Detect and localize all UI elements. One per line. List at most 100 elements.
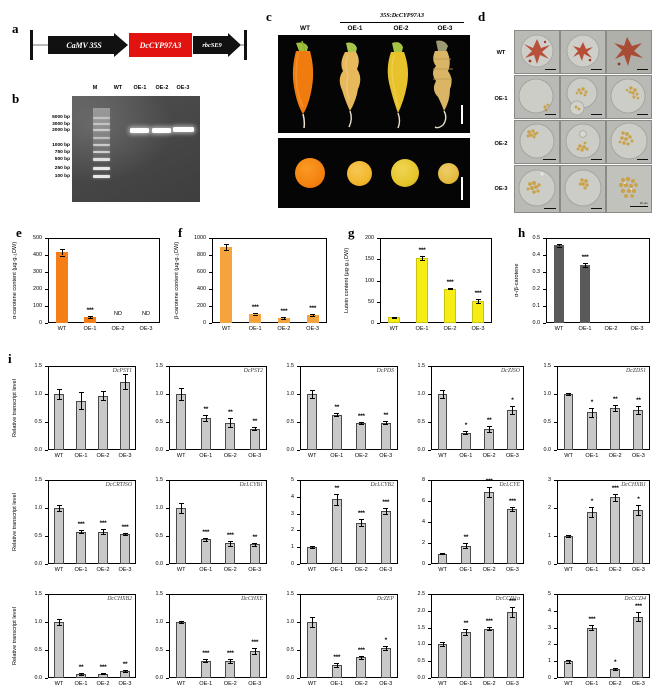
bar [380, 422, 391, 450]
error-bar-cap [447, 287, 453, 289]
bar [484, 428, 494, 450]
significance-marker: ** [252, 534, 258, 542]
y-tick-label: 50 [368, 298, 374, 305]
disc-oe1 [347, 161, 372, 186]
qpcr-chart-dclcyb1: DcLCYB1 0.0 0.5 1.0 1.5 WT *** OE-1 *** OE-2 ** OE-… [145, 472, 271, 580]
y-axis-title: Relative transcript level [12, 493, 18, 551]
y-tick-label: 200 [33, 286, 42, 292]
x-tick-label: OE-2 [608, 567, 622, 573]
bar [277, 317, 290, 323]
bar [356, 522, 367, 564]
x-tick-label: OE-2 [443, 326, 457, 332]
error-bar-cap [358, 424, 364, 426]
gene-name-label: DcCRTISO [105, 482, 132, 488]
construct-header-label: 35S:DcCYP97A3 [380, 12, 424, 19]
bar [437, 553, 448, 564]
x-tick-label: WT [176, 681, 186, 687]
y-tick-mark [166, 594, 169, 595]
y-tick-label: 0.0 [155, 561, 164, 567]
y-tick-label: 1.5 [34, 477, 43, 483]
error-bar [385, 508, 387, 515]
error-bar-cap [463, 547, 469, 549]
y-tick-label: 0.0 [532, 320, 541, 326]
error-bar-cap [358, 655, 364, 657]
error-bar-cap [486, 425, 492, 427]
y-tick-mark [428, 594, 431, 595]
error-bar-cap [59, 255, 65, 257]
y-tick-label: 1.5 [417, 363, 426, 369]
bar [586, 412, 597, 450]
x-tick-label: WT [554, 326, 564, 332]
y-tick-mark [166, 366, 169, 367]
error-bar-cap [635, 505, 641, 507]
y-tick-mark [297, 547, 300, 549]
bar [484, 492, 494, 564]
error-bar-cap [475, 299, 481, 301]
gel-electrophoresis: M WT OE-1 OE-2 OE-3 5000 bp 3000 bp 2000… [52, 85, 200, 202]
significance-marker: *** [508, 497, 516, 505]
y-tick-label: 0 [291, 561, 294, 567]
y-tick-mark [428, 522, 431, 523]
error-bar-cap [358, 422, 364, 423]
y-tick-label: 2 [422, 540, 425, 546]
micro-cell-wt-1 [514, 30, 560, 74]
y-tick-label: 0.1 [532, 303, 541, 309]
error-bar-cap [383, 514, 389, 516]
y-tick-label: 0.0 [155, 447, 164, 453]
error-bar-cap [310, 314, 316, 316]
y-tick-label: 0.0 [543, 447, 552, 453]
error-bar [59, 388, 60, 400]
y-tick-label: 1000 [194, 235, 206, 241]
micro-row-label-wt: WT [496, 50, 506, 56]
y-tick-label: 0 [203, 320, 206, 326]
error-bar-cap [100, 534, 106, 536]
y-tick-mark [554, 610, 557, 612]
y-tick-mark [209, 289, 212, 290]
bar [76, 400, 86, 450]
y-tick-mark [297, 394, 300, 395]
x-tick-label: OE-3 [631, 567, 645, 573]
x-tick-label: OE-2 [96, 567, 110, 573]
y-tick-mark [543, 289, 546, 290]
disc-oe2 [391, 159, 419, 187]
error-bar-cap [309, 548, 315, 550]
y-tick-mark [543, 255, 546, 256]
y-tick-mark [45, 678, 48, 679]
error-bar [591, 408, 593, 417]
bar [563, 536, 574, 564]
error-bar [591, 624, 593, 631]
x-tick-label: OE-3 [379, 453, 393, 459]
y-tick-mark [428, 627, 431, 629]
bar [507, 612, 518, 678]
y-tick-label: 0.3 [532, 269, 541, 275]
y-tick-label: 0.0 [155, 675, 164, 681]
gel-lane-label-wt: WT [113, 85, 123, 91]
error-bar-cap [252, 312, 258, 314]
x-tick-label: OE-2 [354, 453, 368, 459]
y-tick-label: 8 [422, 477, 425, 483]
y-tick-label: 0 [422, 561, 425, 567]
x-tick-label: OE-3 [118, 453, 132, 459]
error-bar-cap [556, 243, 562, 245]
bar [586, 511, 597, 564]
error-bar [226, 243, 228, 251]
y-tick-mark [377, 280, 380, 282]
bar [200, 660, 211, 678]
error-bar-cap [56, 388, 62, 390]
panel-label-f: f [178, 225, 183, 240]
error-bar-cap [178, 502, 184, 504]
panel-label-a: a [12, 21, 19, 36]
error-bar [489, 627, 491, 630]
significance-marker: *** [202, 649, 210, 657]
x-tick-label: OE-1 [74, 681, 88, 687]
y-tick-mark [45, 622, 48, 623]
error-bar-cap [582, 263, 588, 265]
bar [507, 508, 518, 564]
error-bar [205, 415, 207, 421]
error-bar-cap [203, 415, 209, 417]
carrot-phenotype-panel: 35S:DcCYP97A3 WT OE-1 OE-2 OE-3 [278, 12, 470, 214]
y-tick-label: 0.5 [155, 647, 164, 653]
panel-label-h: h [518, 225, 526, 240]
y-tick-mark [166, 650, 169, 651]
significance-marker: * [590, 399, 594, 406]
